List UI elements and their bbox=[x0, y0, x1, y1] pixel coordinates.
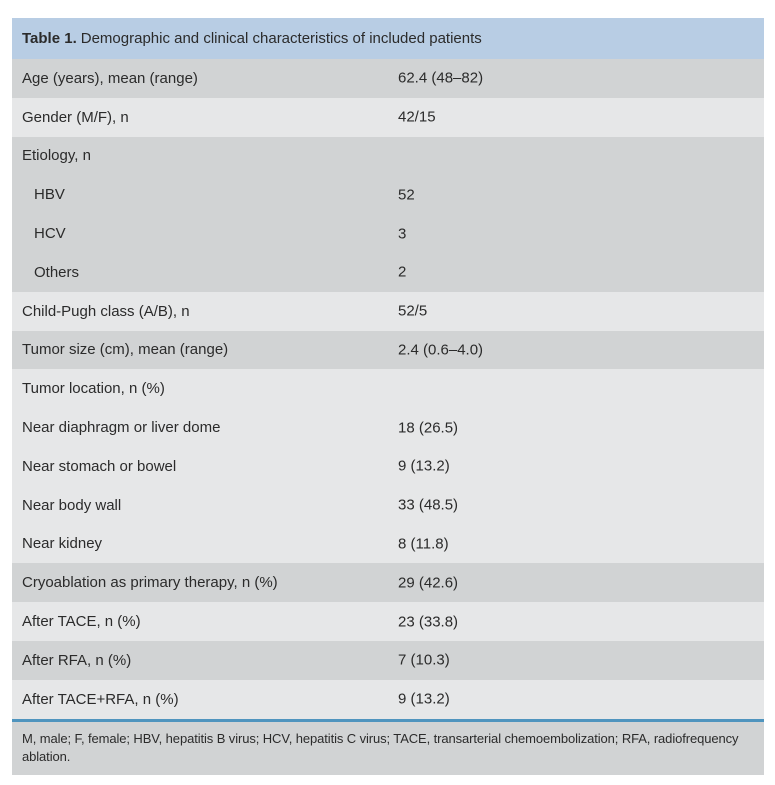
row-label: Child-Pugh class (A/B), n bbox=[22, 302, 190, 320]
table-row: Near kidney 8 (11.8) bbox=[12, 524, 764, 564]
row-label: HCV bbox=[34, 225, 66, 243]
table-row: Age (years), mean (range) 62.4 (48–82) bbox=[12, 59, 764, 98]
row-label: After TACE+RFA, n (%) bbox=[22, 690, 179, 708]
row-label: Etiology, n bbox=[22, 147, 91, 165]
table-row: Others 2 bbox=[12, 252, 764, 292]
row-value: 52/5 bbox=[398, 302, 428, 320]
table-row: Near stomach or bowel 9 (13.2) bbox=[12, 446, 764, 486]
row-value: 9 (13.2) bbox=[398, 690, 450, 708]
row-label: Near body wall bbox=[22, 496, 122, 514]
row-value: 9 (13.2) bbox=[398, 457, 450, 475]
row-value: 23 (33.8) bbox=[398, 613, 459, 631]
row-label: Gender (M/F), n bbox=[22, 108, 129, 126]
row-label: Tumor size (cm), mean (range) bbox=[22, 341, 229, 359]
table-title-bar: Table 1. Demographic and clinical charac… bbox=[12, 18, 764, 59]
row-value: 18 (26.5) bbox=[398, 419, 459, 437]
footnote-divider-line bbox=[12, 718, 764, 722]
row-value: 2 bbox=[398, 263, 407, 281]
table-row: Near diaphragm or liver dome 18 (26.5) bbox=[12, 408, 764, 447]
row-value: 33 (48.5) bbox=[398, 496, 459, 514]
table-row: After TACE, n (%) 23 (33.8) bbox=[12, 602, 764, 641]
table-row: After RFA, n (%) 7 (10.3) bbox=[12, 640, 764, 680]
row-label: After RFA, n (%) bbox=[22, 651, 132, 669]
table-row: HCV 3 bbox=[12, 214, 764, 253]
table-row: Cryoablation as primary therapy, n (%) 29… bbox=[12, 563, 764, 603]
table-row: Etiology, n bbox=[12, 136, 764, 176]
row-label: Near stomach or bowel bbox=[22, 457, 177, 475]
table-body: Age (years), mean (range) 62.4 (48–82) Gen… bbox=[12, 59, 764, 719]
table-row: Near body wall 33 (48.5) bbox=[12, 485, 764, 525]
row-value: 2.4 (0.6–4.0) bbox=[398, 341, 484, 359]
row-label: Near diaphragm or liver dome bbox=[22, 419, 221, 437]
row-value: 62.4 (48–82) bbox=[398, 69, 484, 87]
row-label: Others bbox=[34, 263, 80, 281]
row-value: 52 bbox=[398, 186, 415, 204]
table-row: After TACE+RFA, n (%) 9 (13.2) bbox=[12, 679, 764, 719]
table-footnote: M, male; F, female; HBV, hepatitis B vir… bbox=[12, 721, 764, 775]
table-row: Child-Pugh class (A/B), n 52/5 bbox=[12, 291, 764, 331]
row-value: 7 (10.3) bbox=[398, 651, 450, 669]
row-label: HBV bbox=[34, 186, 65, 204]
row-value: 8 (11.8) bbox=[398, 535, 449, 553]
row-value: 42/15 bbox=[398, 108, 436, 126]
row-label: After TACE, n (%) bbox=[22, 613, 141, 631]
row-label: Near kidney bbox=[22, 535, 103, 553]
table-title: Demographic and clinical characteristics… bbox=[80, 30, 482, 47]
table-1: Table 1. Demographic and clinical charac… bbox=[12, 18, 764, 775]
row-label: Cryoablation as primary therapy, n (%) bbox=[22, 574, 278, 592]
row-value: 29 (42.6) bbox=[398, 574, 459, 592]
row-label: Age (years), mean (range) bbox=[22, 69, 198, 87]
table-row: Tumor location, n (%) bbox=[12, 369, 764, 409]
table-row: Gender (M/F), n 42/15 bbox=[12, 97, 764, 137]
table-row: HBV 52 bbox=[12, 175, 764, 215]
table-row: Tumor size (cm), mean (range) 2.4 (0.6–4.… bbox=[12, 330, 764, 370]
table-number-label: Table 1. bbox=[22, 30, 77, 47]
row-label: Tumor location, n (%) bbox=[22, 380, 165, 398]
row-value: 3 bbox=[398, 225, 407, 243]
